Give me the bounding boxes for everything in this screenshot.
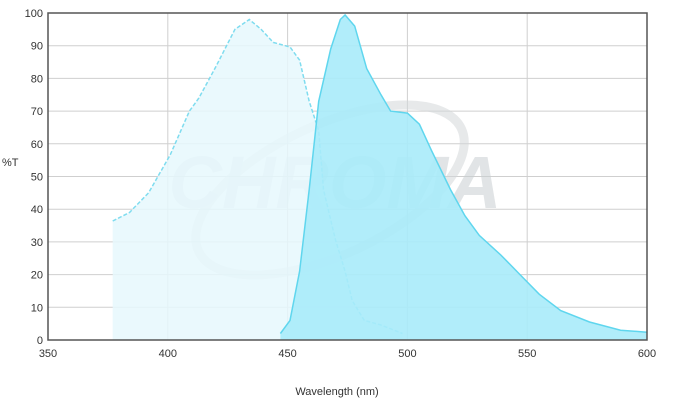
- y-tick-label: 10: [31, 302, 43, 314]
- x-tick-label: 400: [159, 348, 177, 360]
- y-tick-label: 90: [31, 41, 43, 53]
- x-axis-label: Wavelength (nm): [295, 386, 378, 398]
- y-tick-label: 50: [31, 172, 43, 184]
- y-tick-label: 20: [31, 270, 43, 282]
- x-tick-label: 500: [398, 348, 416, 360]
- x-tick-label: 600: [638, 348, 656, 360]
- y-tick-label: 30: [31, 237, 43, 249]
- y-tick-labels: 0 10 20 30 40 50 60 70 80 90 100: [25, 8, 43, 347]
- x-tick-label: 450: [278, 348, 296, 360]
- x-tick-label: 550: [518, 348, 536, 360]
- y-tick-label: 80: [31, 73, 43, 85]
- y-tick-label: 70: [31, 106, 43, 118]
- y-tick-label: 60: [31, 139, 43, 151]
- y-axis-label: %T: [2, 157, 19, 169]
- series-group: [112, 13, 648, 340]
- x-tick-labels: 350 400 450 500 550 600: [39, 348, 656, 360]
- emission-line: [279, 13, 648, 334]
- emission-area: [280, 15, 647, 340]
- plot-frame: [47, 12, 648, 341]
- y-tick-label: 40: [31, 204, 43, 216]
- y-tick-label: 100: [25, 8, 43, 20]
- y-tick-label: 0: [37, 335, 43, 347]
- x-tick-label: 350: [39, 348, 57, 360]
